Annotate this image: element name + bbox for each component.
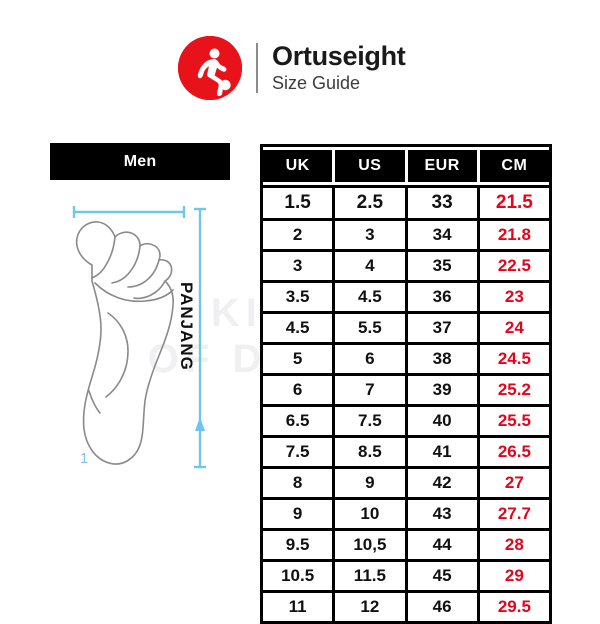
cell-us: 10,5 <box>335 531 408 559</box>
table-row: 3.5 4.5 36 23 <box>263 283 549 314</box>
length-measure-label: PANJANG <box>177 282 196 371</box>
cell-us: 6 <box>335 345 408 373</box>
size-chart-table: UK US EUR CM 1.5 2.5 33 21.5 2 3 34 21.8… <box>260 144 552 624</box>
cell-us: 9 <box>335 469 408 497</box>
cell-uk: 5 <box>263 345 336 373</box>
soccer-player-icon <box>178 36 242 100</box>
table-row: 3 4 35 22.5 <box>263 252 549 283</box>
cell-uk: 8 <box>263 469 336 497</box>
cell-cm: 26.5 <box>497 442 531 461</box>
table-row: 9 10 43 27.7 <box>263 500 549 531</box>
size-chart-body: UK US EUR CM 1.5 2.5 33 21.5 2 3 34 21.8… <box>260 144 552 624</box>
column-header-us: US <box>335 150 408 182</box>
cell-cm: 29 <box>504 566 524 585</box>
cell-eur: 33 <box>408 188 480 218</box>
cell-cm: 28 <box>504 535 524 554</box>
gender-bar: Men <box>50 143 230 180</box>
cell-uk: 6 <box>263 376 336 404</box>
cell-eur: 44 <box>408 531 480 559</box>
table-row: 4.5 5.5 37 24 <box>263 314 549 345</box>
cell-cm: 27.7 <box>497 504 531 523</box>
cell-uk: 6.5 <box>263 407 336 435</box>
table-row: 8 9 42 27 <box>263 469 549 500</box>
brand-text-block: Ortuseight Size Guide <box>272 40 406 95</box>
cell-us: 5.5 <box>335 314 408 342</box>
cell-uk: 9 <box>263 500 336 528</box>
cell-eur: 39 <box>408 376 480 404</box>
table-row: 10.5 11.5 45 29 <box>263 562 549 593</box>
table-row: 9.5 10,5 44 28 <box>263 531 549 562</box>
table-row: 2 3 34 21.8 <box>263 221 549 252</box>
cell-uk: 1.5 <box>263 188 336 218</box>
cell-eur: 34 <box>408 221 480 249</box>
cell-uk: 2 <box>263 221 336 249</box>
cell-eur: 37 <box>408 314 480 342</box>
column-header-eur: EUR <box>407 150 480 182</box>
cell-cm: 22.5 <box>497 256 531 275</box>
cell-uk: 11 <box>263 593 336 621</box>
cell-us: 12 <box>335 593 408 621</box>
cell-uk: 3.5 <box>263 283 336 311</box>
cell-cm: 29.5 <box>497 597 531 616</box>
table-row: 6.5 7.5 40 25.5 <box>263 407 549 438</box>
cell-uk: 7.5 <box>263 438 336 466</box>
cell-cm: 21.8 <box>497 225 531 244</box>
table-row: 7.5 8.5 41 26.5 <box>263 438 549 469</box>
cell-us: 3 <box>335 221 408 249</box>
cell-uk: 9.5 <box>263 531 336 559</box>
cell-us: 10 <box>335 500 408 528</box>
column-header-cm: CM <box>479 150 549 182</box>
cell-eur: 45 <box>408 562 480 590</box>
table-header-row: UK US EUR CM <box>263 147 549 188</box>
cell-eur: 36 <box>408 283 480 311</box>
cell-cm: 25.2 <box>497 380 531 399</box>
cell-eur: 46 <box>408 593 480 621</box>
cell-eur: 43 <box>408 500 480 528</box>
table-row: 1.5 2.5 33 21.5 <box>263 188 549 221</box>
table-row: 6 7 39 25.2 <box>263 376 549 407</box>
cell-us: 2.5 <box>335 188 408 218</box>
cell-us: 4.5 <box>335 283 408 311</box>
cell-uk: 3 <box>263 252 336 280</box>
brand-header: Ortuseight Size Guide <box>178 36 406 100</box>
cell-eur: 41 <box>408 438 480 466</box>
cell-eur: 35 <box>408 252 480 280</box>
cell-us: 4 <box>335 252 408 280</box>
cell-eur: 42 <box>408 469 480 497</box>
brand-subtitle: Size Guide <box>272 72 361 93</box>
table-row: 11 12 46 29.5 <box>263 593 549 621</box>
cell-cm: 23 <box>504 287 524 306</box>
cell-cm: 24.5 <box>497 349 531 368</box>
cell-us: 8.5 <box>335 438 408 466</box>
cell-cm: 24 <box>504 318 524 337</box>
cell-uk: 4.5 <box>263 314 336 342</box>
width-marker-label: 1 <box>80 450 89 467</box>
cell-eur: 38 <box>408 345 480 373</box>
gender-label: Men <box>123 152 157 170</box>
header-divider <box>256 43 258 93</box>
cell-eur: 40 <box>408 407 480 435</box>
column-header-uk: UK <box>263 150 336 182</box>
cell-cm: 21.5 <box>495 192 533 213</box>
brand-title: Ortuseight <box>272 40 406 71</box>
cell-uk: 10.5 <box>263 562 336 590</box>
cell-us: 7.5 <box>335 407 408 435</box>
cell-us: 11.5 <box>335 562 408 590</box>
cell-cm: 27 <box>504 473 524 492</box>
cell-us: 7 <box>335 376 408 404</box>
foot-diagram <box>48 195 248 495</box>
cell-cm: 25.5 <box>497 411 531 430</box>
table-row: 5 6 38 24.5 <box>263 345 549 376</box>
